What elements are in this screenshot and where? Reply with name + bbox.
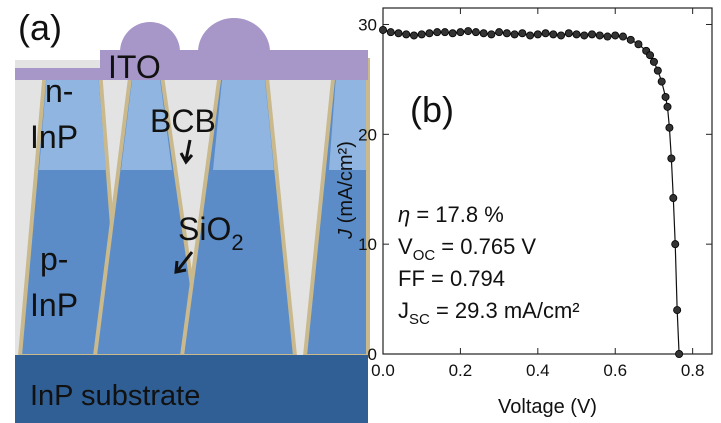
data-point [386,28,395,37]
n-label: n- [45,73,73,109]
data-point [667,154,676,163]
data-point [657,77,666,86]
data-point [646,51,655,60]
annotation: η = 17.8 % [398,202,504,227]
data-point [471,28,480,37]
data-point [611,31,620,40]
data-point [394,29,403,38]
y-tick-label: 10 [358,235,377,254]
data-point [502,29,511,38]
n-label: InP [30,119,78,155]
panel-label: (b) [410,89,454,130]
data-point [495,28,504,37]
sio2-text: SiO [178,211,231,247]
data-point [663,102,672,111]
n-region [329,62,366,170]
y-tick-label: 20 [358,125,377,144]
y-axis-label: J (mA/cm²) [335,141,357,240]
y-tick-label: 0 [368,345,377,364]
data-point [653,66,662,75]
data-point [440,28,449,37]
data-point [572,30,581,39]
data-point [479,29,488,38]
data-point [487,30,496,39]
arrow [174,251,194,274]
x-tick-label: 0.4 [526,361,550,380]
data-point [673,306,682,315]
x-tick-label: 0.0 [371,361,395,380]
n-region [39,72,106,170]
data-point [533,30,542,39]
bcb-label: BCB [150,103,216,139]
y-axis-label-part: J [335,228,357,240]
substrate [15,355,368,423]
annotation-part: SC [409,311,430,328]
data-point [409,31,418,40]
data-point [588,30,597,39]
data-point [402,30,411,39]
data-point [675,349,684,358]
data-point [634,40,643,49]
ito-dome [120,22,180,52]
annotation-part: = 17.8 % [410,202,504,227]
data-point [448,29,457,38]
data-point [665,123,674,132]
data-point [526,31,535,40]
data-point [580,31,589,40]
annotation-part: = 29.3 mA/cm² [430,298,580,323]
annotation-part: η [398,202,410,227]
annotation-part: = 0.765 V [435,234,536,259]
annotation: FF = 0.794 [398,266,505,291]
n-regions [39,60,366,170]
annotation-part: J [398,298,409,323]
data-point [603,32,612,41]
x-tick-label: 0.8 [681,361,705,380]
p-label: p- [40,241,68,277]
annotation-part: OC [413,247,436,264]
y-axis-label-part: (mA/cm²) [335,141,357,229]
y-tick-label: 30 [358,15,377,34]
x-tick-label: 0.2 [449,361,473,380]
data-point [618,32,627,41]
n-region [213,60,274,170]
data-point [669,194,678,203]
data-point [595,31,604,40]
data-point [510,30,519,39]
data-point [518,29,527,38]
ito-layer [15,50,368,80]
data-point [456,28,465,37]
data-point [417,30,426,39]
data-point [564,29,573,38]
ito-label: ITO [108,49,161,85]
data-point [649,57,658,66]
panel-a: (a) ITO n- InP BCB SiO2 p- InP InP subst… [15,7,370,423]
panel-label: (a) [18,7,62,48]
annotation-part: FF = 0.794 [398,266,505,291]
sio2-label: SiO2 [178,211,244,255]
substrate-label: InP substrate [30,380,200,412]
data-point [626,35,635,44]
p-label: InP [30,287,78,323]
panel-b: 0.0 0.2 0.4 0.6 0.8 0 10 20 30 Voltage (V) J (mA/c… [335,7,713,418]
x-tick-label: 0.6 [603,361,627,380]
data-point [549,30,558,39]
data-point [378,25,387,34]
n-region [121,64,172,170]
data-point [425,29,434,38]
arrow [179,139,194,165]
sio2-sub: 2 [231,230,243,255]
annotation: VOC = 0.765 V [398,234,536,264]
annotation: JSC = 29.3 mA/cm² [398,298,580,328]
data-point [464,27,473,36]
annotation-part: V [398,234,413,259]
data-point [661,92,670,101]
data-point [671,240,680,249]
plot-frame [382,7,713,355]
data-point [433,28,442,37]
x-axis-label: Voltage (V) [498,396,597,418]
data-point [541,29,550,38]
data-point [557,31,566,40]
ito-dome [198,18,270,52]
